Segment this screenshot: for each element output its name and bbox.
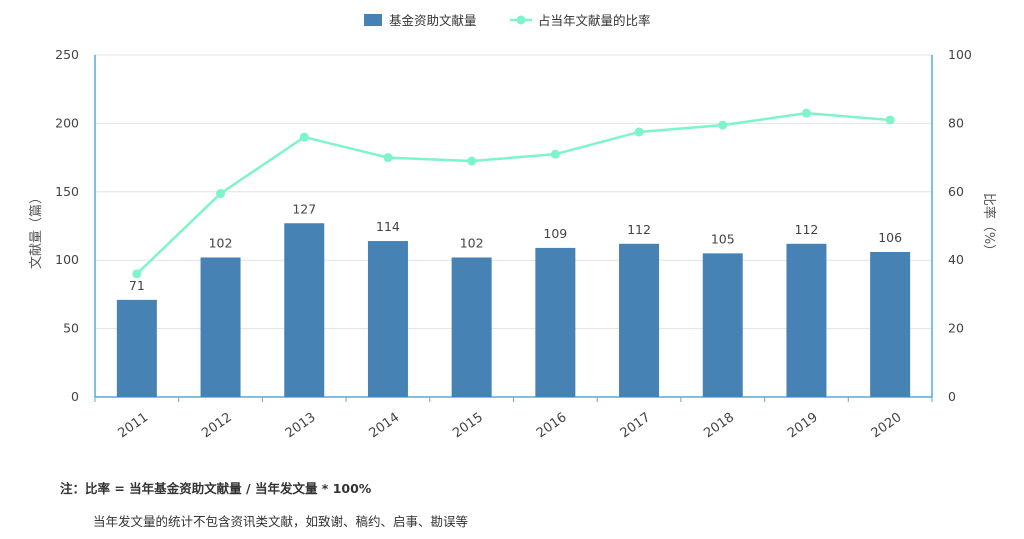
bar-2018 — [702, 253, 743, 397]
ratio-line — [135, 111, 891, 275]
bar-label-2019: 112 — [795, 222, 819, 237]
ratio-point-2014 — [383, 153, 393, 163]
ratio-point-2017 — [634, 127, 644, 137]
y2-tick-label-0: 0 — [948, 389, 956, 404]
legend-swatch-point — [516, 15, 526, 25]
y2-tick-label-40: 40 — [948, 252, 964, 267]
ratio-point-2013 — [299, 132, 309, 142]
y2-axis-label: 比率（%） — [981, 193, 997, 257]
x-tick-label-2015: 2015 — [450, 410, 486, 441]
y-tick-label-50: 50 — [63, 321, 79, 336]
bar-2020 — [870, 251, 911, 397]
bar-data-labels: 71 102 127 114 102 109 112 105 112 106 — [129, 201, 902, 293]
bar-label-2020: 106 — [878, 230, 902, 245]
bar-2013 — [284, 223, 325, 397]
y-axis-label: 文献量（篇） — [29, 191, 44, 269]
x-tick-label-2018: 2018 — [701, 410, 737, 441]
ratio-point-2015 — [467, 156, 477, 166]
x-tick-label-2011: 2011 — [115, 410, 151, 441]
x-tick-label-2020: 2020 — [869, 410, 905, 441]
ratio-point-2019 — [801, 108, 811, 118]
y-tick-label-200: 200 — [55, 115, 79, 130]
bar-label-2018: 105 — [711, 231, 735, 246]
footnote-ratio: 注：比率 = 当年基金资助文献量 / 当年发文量 * 100% — [60, 481, 372, 496]
legend-swatch-bar — [364, 14, 382, 26]
y2-tick-label-20: 20 — [948, 321, 964, 336]
ratio-point-2018 — [718, 120, 728, 130]
bar-label-2016: 109 — [543, 226, 567, 241]
y-tick-label-150: 150 — [55, 184, 79, 199]
ratio-point-2012 — [216, 189, 226, 199]
y-tick-label-0: 0 — [71, 389, 79, 404]
footnote-exclusion: 当年发文量的统计不包含资讯类文献，如致谢、稿约、启事、勘误等 — [93, 514, 469, 529]
y2-tick-label-60: 60 — [948, 184, 964, 199]
ratio-point-2016 — [550, 149, 560, 159]
bar-2011 — [116, 299, 157, 397]
ratio-point-2011 — [132, 269, 142, 279]
legend-label-line: 占当年文献量的比率 — [538, 13, 651, 28]
bar-2012 — [200, 257, 241, 397]
bar-label-2013: 127 — [292, 201, 316, 216]
bar-label-2014: 114 — [376, 219, 400, 234]
bar-2019 — [786, 243, 827, 397]
bar-label-2017: 112 — [627, 222, 651, 237]
bar-label-2011: 71 — [129, 278, 145, 293]
y2-tick-label-100: 100 — [948, 47, 972, 62]
bar-label-2012: 102 — [209, 235, 233, 250]
ratio-point-2020 — [885, 115, 895, 125]
legend: 基金资助文献量 占当年文献量的比率 — [364, 13, 651, 28]
x-tick-label-2013: 2013 — [283, 410, 319, 441]
bar-series — [116, 223, 911, 397]
bar-2017 — [619, 243, 660, 397]
x-tick-label-2019: 2019 — [785, 410, 821, 441]
legend-label-bar: 基金资助文献量 — [389, 13, 477, 28]
tick-labels: 0 50 100 150 200 250 0 20 40 60 80 100 2011 2012 2013 2… — [55, 47, 972, 441]
y-tick-label-100: 100 — [55, 252, 79, 267]
x-tick-label-2017: 2017 — [618, 410, 654, 441]
chart: 71 102 127 114 102 109 112 105 112 106 0 50 100 150 2… — [29, 13, 997, 441]
bar-label-2015: 102 — [460, 235, 484, 250]
x-tick-label-2016: 2016 — [534, 410, 570, 441]
x-tick-label-2014: 2014 — [367, 410, 403, 441]
line-series — [132, 108, 895, 279]
bar-2014 — [367, 241, 408, 397]
bar-2015 — [451, 257, 492, 397]
y2-tick-label-80: 80 — [948, 115, 964, 130]
x-tick-label-2012: 2012 — [199, 410, 235, 441]
y-tick-label-250: 250 — [55, 47, 79, 62]
bar-2016 — [535, 247, 576, 397]
